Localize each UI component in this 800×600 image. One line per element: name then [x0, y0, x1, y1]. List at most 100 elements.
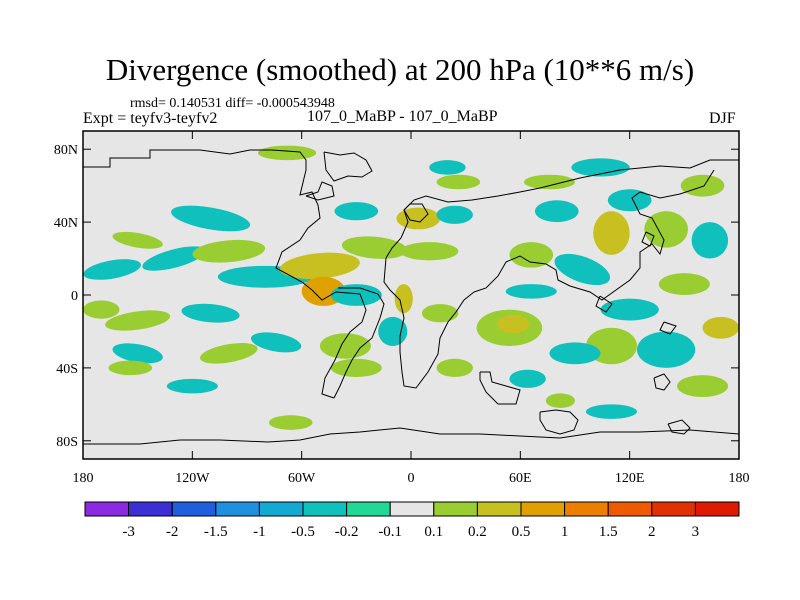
divergence-cell: [171, 205, 251, 232]
coastline: [653, 373, 671, 391]
divergence-cell: [436, 358, 473, 377]
divergence-cell: [200, 343, 258, 364]
divergence-cell: [105, 310, 171, 331]
divergence-cell: [257, 145, 317, 161]
y-tick-label: 40S: [56, 362, 78, 377]
coastline: [595, 295, 613, 313]
divergence-cell: [644, 211, 688, 248]
divergence-cell: [142, 246, 206, 271]
x-tick-label: 0: [408, 471, 415, 486]
divergence-cell: [496, 315, 530, 334]
divergence-cell: [593, 211, 630, 255]
x-tick-label: 60W: [288, 471, 316, 486]
colorbar-label: -1: [253, 524, 266, 540]
colorbar-swatch: [433, 501, 478, 517]
colorbar-swatch: [651, 501, 696, 517]
colorbar-swatch: [128, 501, 173, 517]
colorbar-swatch: [564, 501, 609, 517]
coastline: [83, 149, 321, 291]
colorbar-label: -3: [122, 524, 135, 540]
season-label: DJF: [709, 110, 736, 127]
rmsd-diff-label: rmsd= 0.140531 diff= -0.000543948: [130, 96, 335, 111]
colorbar-swatch: [520, 501, 566, 517]
divergence-cell: [600, 298, 659, 321]
case-label: 107_0_MaBP - 107_0_MaBP: [307, 108, 498, 125]
coastline: [311, 289, 367, 399]
divergence-cell: [268, 415, 313, 430]
colorbar-swatch: [302, 501, 348, 517]
colorbar-label: -1.5: [204, 524, 228, 540]
divergence-cell: [250, 332, 302, 353]
divergence-cell: [83, 259, 141, 280]
divergence-cell: [319, 333, 371, 359]
divergence-cell: [330, 358, 382, 377]
divergence-cell: [83, 300, 120, 319]
colorbar-label: 3: [692, 524, 700, 540]
colorbar: -3 -2 -1.5 -1 -0.5 -0.2 -0.1 0.1 0.2 0.5 1 1.5 2 3: [84, 501, 740, 540]
divergence-cell: [636, 331, 696, 368]
divergence-cell: [112, 231, 163, 249]
colorbar-swatch: [215, 501, 260, 517]
divergence-cell: [400, 242, 459, 261]
coastline: [383, 257, 475, 389]
divergence-cell: [436, 205, 473, 224]
colorbar-label: 2: [648, 524, 656, 540]
divergence-cell: [334, 202, 379, 221]
y-tick-label: 0: [71, 289, 78, 304]
coastline: [385, 159, 739, 259]
divergence-cell: [702, 316, 739, 339]
x-tick-label: 120W: [175, 471, 210, 486]
divergence-cell: [108, 360, 153, 376]
divergence-cell: [534, 200, 579, 223]
divergence-cell: [436, 174, 481, 190]
coastline: [323, 151, 373, 182]
divergence-cell: [505, 284, 557, 299]
coastline: [83, 427, 739, 445]
divergence-cell: [509, 242, 554, 268]
colorbar-swatch: [171, 501, 217, 517]
divergence-cell: [571, 158, 630, 177]
divergence-cell: [545, 393, 576, 408]
coastline: [333, 287, 385, 399]
x-tick-label: 180: [729, 471, 750, 486]
divergence-cell: [549, 342, 601, 365]
coastline: [403, 203, 429, 223]
divergence-cell: [341, 236, 408, 259]
colorbar-label: -0.1: [378, 524, 402, 540]
divergence-cell: [658, 273, 710, 296]
experiment-label: Expt = teyfv3-teyfv2: [83, 110, 218, 127]
divergence-cell: [166, 378, 218, 394]
colorbar-swatch: [389, 501, 435, 517]
y-tick-label: 80N: [54, 143, 78, 158]
x-tick-label: 60E: [509, 471, 532, 486]
colorbar-label: 0.1: [424, 524, 443, 540]
divergence-cell: [394, 284, 413, 314]
colorbar-swatch: [476, 501, 522, 517]
divergence-cell: [677, 375, 729, 398]
coastline: [305, 181, 335, 201]
colorbar-swatch: [84, 501, 130, 517]
y-tick-label: 40N: [54, 216, 78, 231]
divergence-cell: [421, 304, 459, 323]
divergence-cell: [607, 189, 652, 212]
chart-title: Divergence (smoothed) at 200 hPa (10**6 …: [105, 52, 695, 87]
x-tick-label: 180: [73, 471, 94, 486]
divergence-cell: [429, 160, 466, 175]
x-tick-label: 120E: [615, 471, 645, 486]
colorbar-swatch: [346, 501, 391, 517]
colorbar-swatch: [694, 501, 740, 517]
divergence-cell: [181, 303, 240, 323]
coastline: [659, 321, 677, 335]
colorbar-label: -2: [166, 524, 179, 540]
divergence-cell: [396, 207, 441, 230]
axis-ticks: 180 120W 60W 0 60E 120E 180 80N 40N 0 40S 80S: [54, 131, 750, 486]
contour-fill-layer: [83, 145, 739, 430]
colorbar-label: 1: [561, 524, 569, 540]
divergence-cell: [330, 284, 382, 306]
divergence-cell: [112, 343, 163, 364]
coastline: [539, 409, 579, 435]
colorbar-swatch: [607, 501, 653, 517]
colorbar-label: -0.2: [335, 524, 359, 540]
coastline: [473, 169, 715, 301]
